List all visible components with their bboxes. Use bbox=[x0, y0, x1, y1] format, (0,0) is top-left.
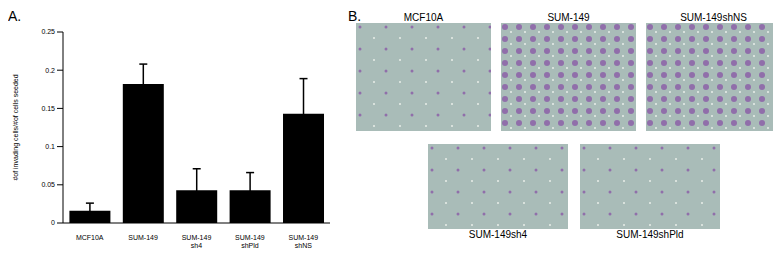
svg-text:SUM-149: SUM-149 bbox=[128, 234, 158, 241]
html-text:SUM-149shPld: SUM-149shPld bbox=[616, 229, 684, 240]
html-text:SUM-149sh4: SUM-149sh4 bbox=[468, 229, 528, 240]
svg-text:0.1: 0.1 bbox=[45, 143, 55, 150]
svg-text:0.05: 0.05 bbox=[41, 181, 55, 188]
svg-text:0.15: 0.15 bbox=[41, 105, 55, 112]
svg-text:#of invading cells/#of cells s: #of invading cells/#of cells seeded bbox=[12, 74, 20, 180]
html-text:MCF10A: MCF10A bbox=[403, 12, 444, 23]
svg-text:0.2: 0.2 bbox=[45, 67, 55, 74]
svg-text:SUM-149shNS: SUM-149shNS bbox=[289, 234, 319, 249]
html-text:A.: A. bbox=[8, 8, 22, 24]
html-text:B.: B. bbox=[348, 8, 362, 24]
svg-text:SUM-149sh4: SUM-149sh4 bbox=[182, 234, 212, 249]
html-text:SUM-149: SUM-149 bbox=[547, 12, 590, 23]
svg-text:0.25: 0.25 bbox=[41, 28, 55, 35]
svg-text:SUM-149shPld: SUM-149shPld bbox=[235, 234, 265, 249]
svg-text:MCF10A: MCF10A bbox=[76, 234, 104, 241]
html-text:SUM-149shNS: SUM-149shNS bbox=[680, 12, 747, 23]
svg-text:0: 0 bbox=[51, 219, 55, 226]
